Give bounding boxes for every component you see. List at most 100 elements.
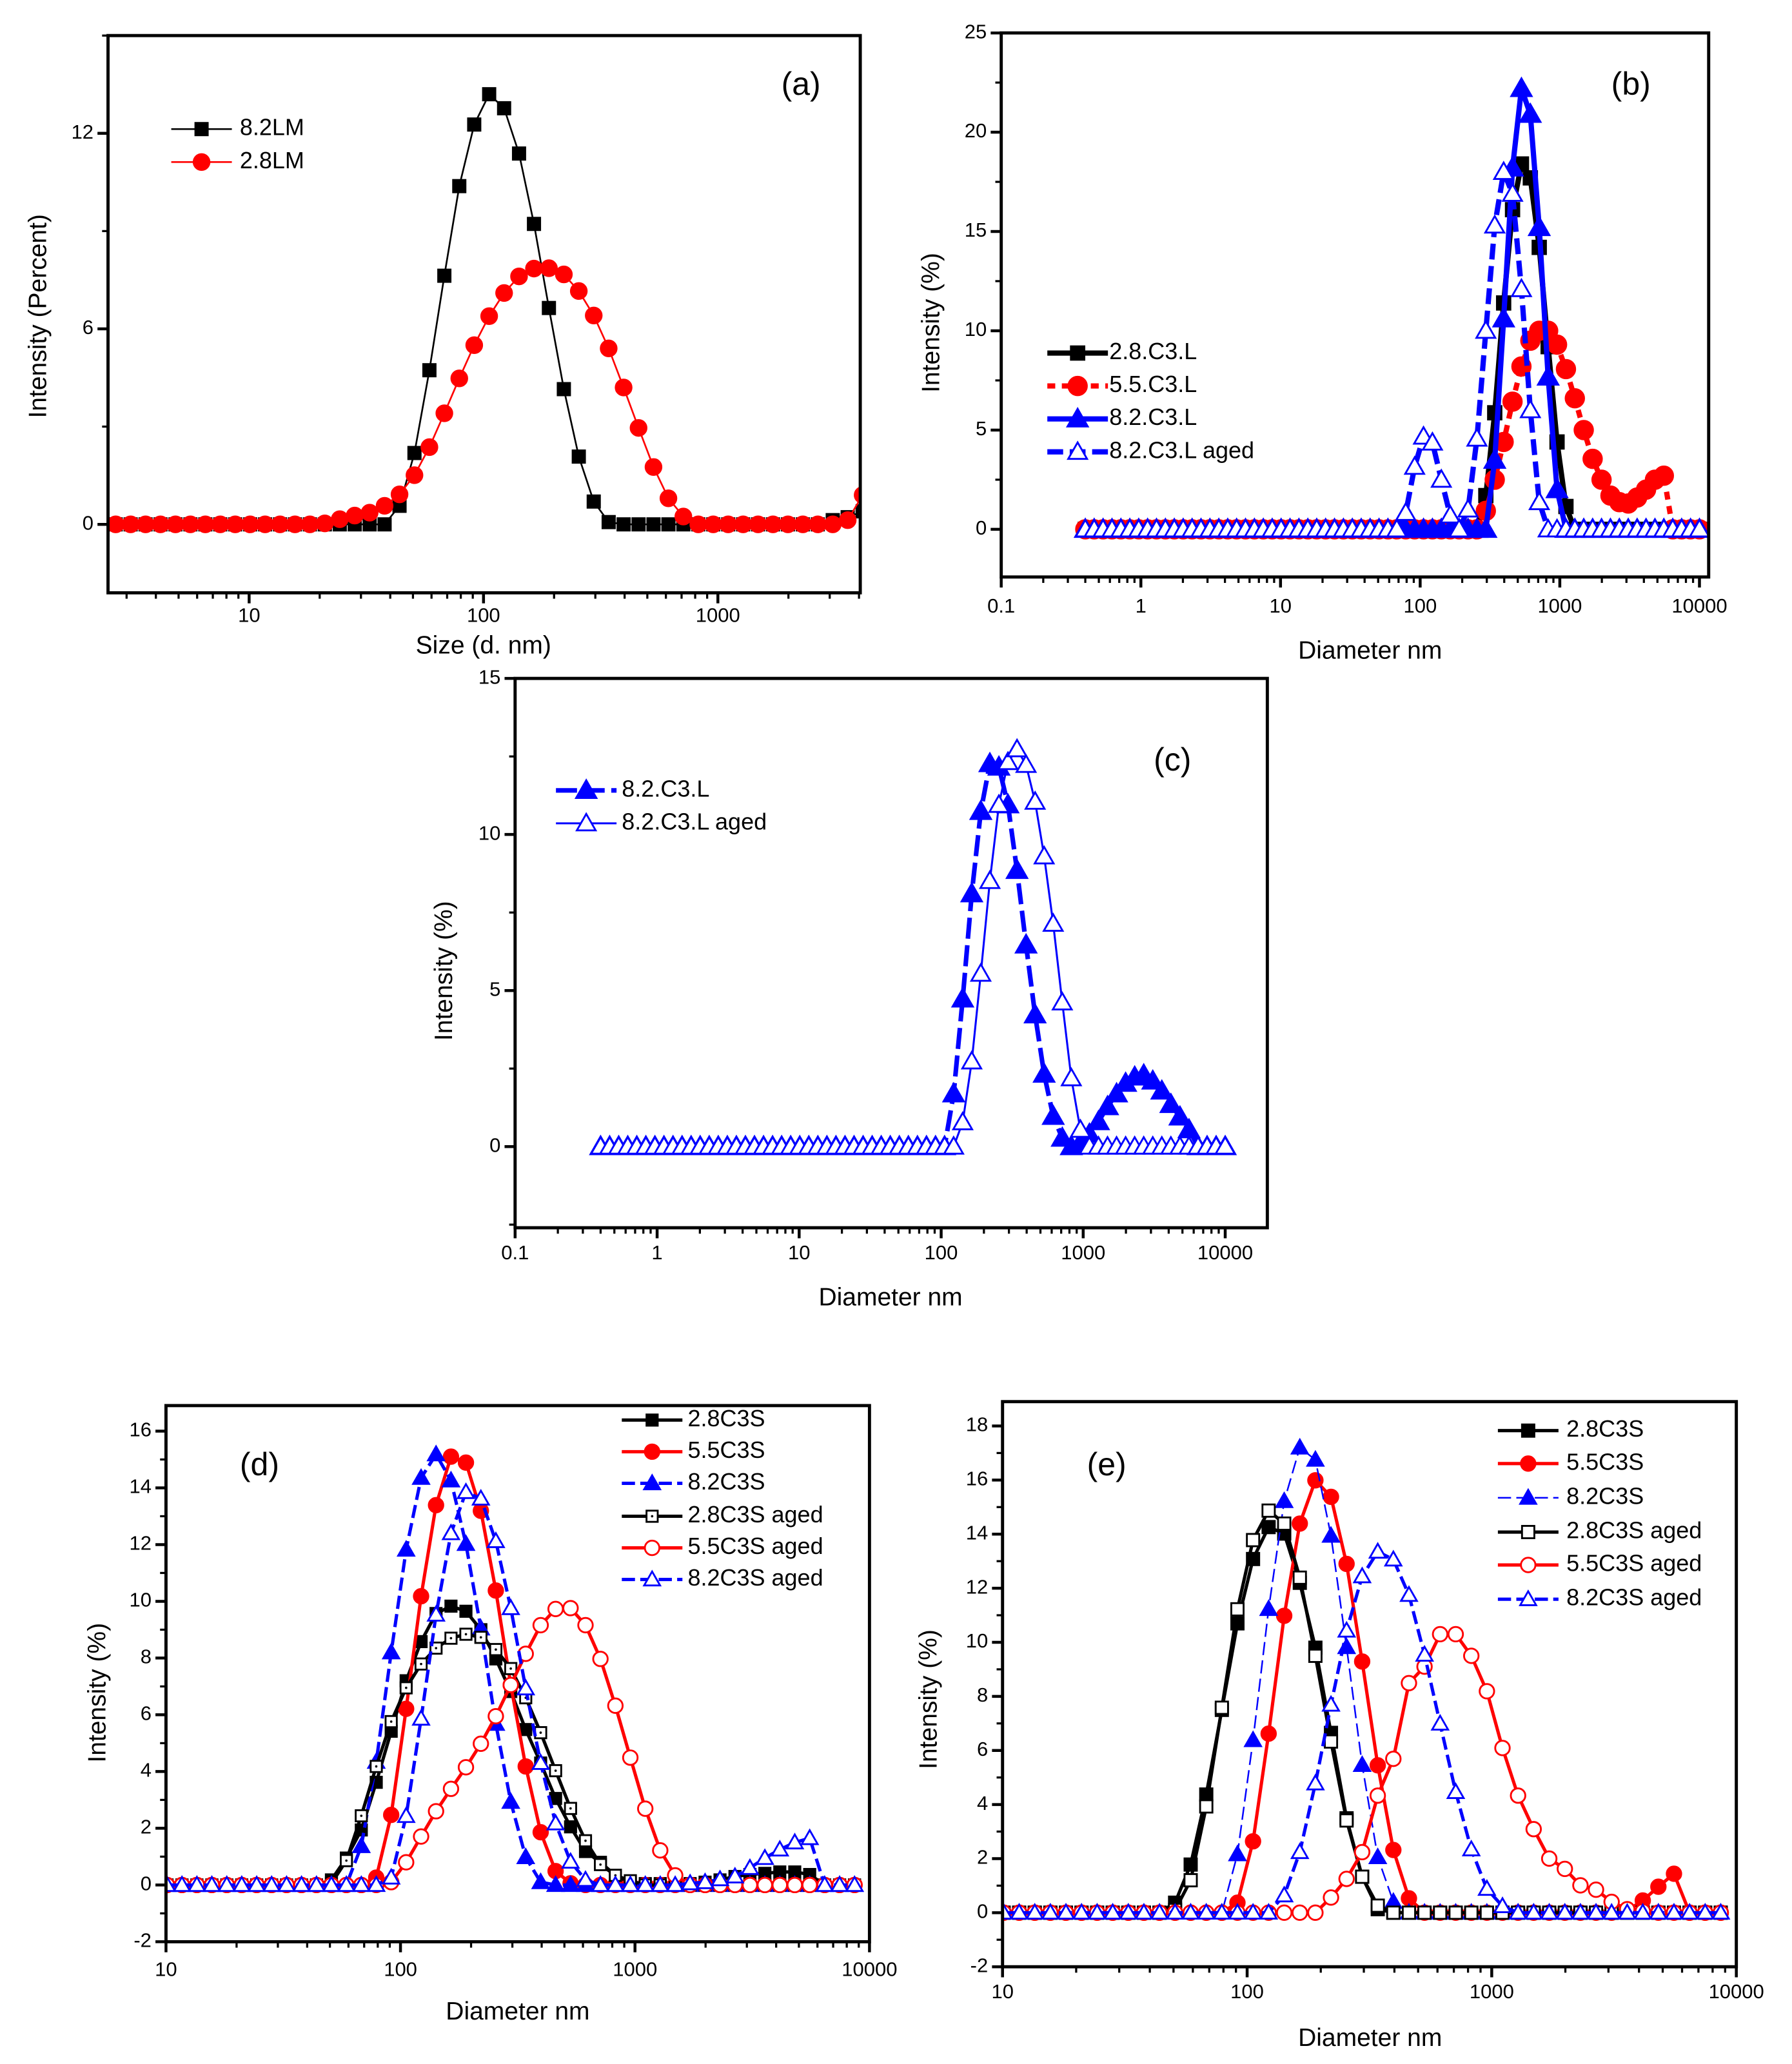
y-tick-label: 10 xyxy=(966,1629,988,1652)
data-point xyxy=(465,336,484,354)
panel-label: (c) xyxy=(1154,742,1191,778)
y-tick-label: 0 xyxy=(83,511,94,534)
y-tick-label: 5 xyxy=(976,417,987,440)
data-point xyxy=(1290,1437,1310,1455)
data-point xyxy=(1477,1879,1497,1896)
data-point xyxy=(644,458,663,476)
data-point-dot xyxy=(584,1839,587,1842)
data-point xyxy=(351,1836,371,1853)
y-tick-label: 4 xyxy=(141,1759,152,1782)
data-point xyxy=(397,1540,416,1557)
data-point xyxy=(1479,1905,1494,1920)
data-point xyxy=(1354,1653,1371,1670)
data-point xyxy=(1650,1878,1667,1895)
data-point-dot xyxy=(554,1769,557,1772)
data-point xyxy=(942,1135,965,1155)
data-point xyxy=(1383,1549,1403,1567)
legend-label: 8.2.C3.L xyxy=(622,775,709,801)
x-axis-label: Size (d. nm) xyxy=(416,631,551,659)
data-point xyxy=(725,1866,745,1883)
x-tick-label: 100 xyxy=(384,1958,417,1981)
data-point xyxy=(516,1847,536,1864)
data-point xyxy=(1448,518,1470,538)
data-point xyxy=(1259,1599,1279,1617)
data-point xyxy=(591,1875,610,1892)
data-point xyxy=(1307,1472,1324,1489)
data-point-dot xyxy=(569,1807,572,1810)
data-point xyxy=(532,1823,549,1841)
y-tick-label: 2 xyxy=(977,1846,988,1869)
data-point xyxy=(1118,1903,1138,1920)
chart-c: 0.1 1 10 100 1000 100000510158.2.C3.L8.2.C3.L… xyxy=(430,665,1269,1312)
data-point xyxy=(471,1488,491,1506)
legend-marker xyxy=(1521,1525,1535,1539)
data-point xyxy=(456,1482,476,1499)
data-point xyxy=(459,1604,473,1618)
legend-label: 8.2.C3.L xyxy=(1109,404,1197,430)
data-point xyxy=(316,515,334,533)
data-point xyxy=(381,1867,401,1885)
data-point xyxy=(398,1700,415,1717)
data-point xyxy=(577,1617,594,1634)
chart-a: 10 100 1000 0 6 12 8.2LM 2.8LM Size (d. nm) Inten… xyxy=(25,34,862,659)
data-point xyxy=(1337,1620,1357,1638)
legend-label: 5.5C3S xyxy=(1566,1448,1644,1475)
data-point xyxy=(271,515,289,533)
data-point xyxy=(1369,1757,1386,1774)
data-point xyxy=(1324,1734,1339,1749)
data-point xyxy=(646,517,661,532)
data-point xyxy=(1421,431,1444,451)
data-point xyxy=(1401,1905,1416,1920)
data-point xyxy=(615,378,633,397)
data-point xyxy=(420,438,438,457)
data-point xyxy=(771,1876,788,1894)
data-point xyxy=(988,793,1010,813)
data-point xyxy=(978,869,1001,889)
data-point xyxy=(422,363,437,378)
data-point xyxy=(217,1875,237,1892)
data-point xyxy=(300,515,319,533)
data-point xyxy=(786,1876,803,1894)
data-point xyxy=(531,1753,551,1770)
data-point xyxy=(441,1523,461,1540)
data-point xyxy=(951,1110,974,1130)
data-point xyxy=(1199,1799,1214,1814)
data-point-dot xyxy=(599,1863,602,1866)
data-point xyxy=(1474,517,1498,538)
data-point xyxy=(366,1875,386,1892)
x-tick-label: 1000 xyxy=(1537,595,1582,617)
data-point-dot xyxy=(420,1662,422,1666)
data-point xyxy=(441,1470,461,1488)
data-point xyxy=(569,282,588,300)
y-tick-label: 16 xyxy=(966,1468,988,1490)
y-tick-label: 25 xyxy=(965,20,987,43)
data-point xyxy=(1370,1898,1385,1913)
data-point xyxy=(1401,1675,1417,1691)
data-point xyxy=(1032,1062,1056,1083)
data-point xyxy=(1292,1904,1308,1921)
data-point xyxy=(1355,1869,1370,1884)
data-point xyxy=(1352,1566,1372,1584)
data-point xyxy=(1323,1889,1339,1906)
y-tick-label: 14 xyxy=(966,1521,988,1544)
x-tick-label: 10 xyxy=(788,1241,810,1264)
data-point xyxy=(1666,1865,1682,1882)
legend-marker xyxy=(1520,1455,1537,1472)
data-point xyxy=(1386,518,1408,538)
data-point xyxy=(286,515,304,533)
data-point xyxy=(969,799,993,820)
legend-item: 5.5C3S xyxy=(1497,1448,1644,1475)
y-axis-label: Intensity (%) xyxy=(915,1629,943,1769)
legend-item: 5.5C3S xyxy=(622,1437,765,1463)
legend-marker xyxy=(1070,345,1086,361)
data-point xyxy=(1510,76,1533,97)
data-point xyxy=(606,1875,625,1892)
legend-label: 2.8LM xyxy=(240,147,304,173)
y-tick-label: 12 xyxy=(72,121,94,143)
data-point xyxy=(501,1792,520,1809)
data-point xyxy=(546,1813,566,1831)
legend-label: 5.5.C3.L xyxy=(1109,371,1197,397)
data-point xyxy=(1475,319,1497,339)
data-point xyxy=(1494,1740,1511,1756)
data-point xyxy=(1354,1843,1371,1861)
